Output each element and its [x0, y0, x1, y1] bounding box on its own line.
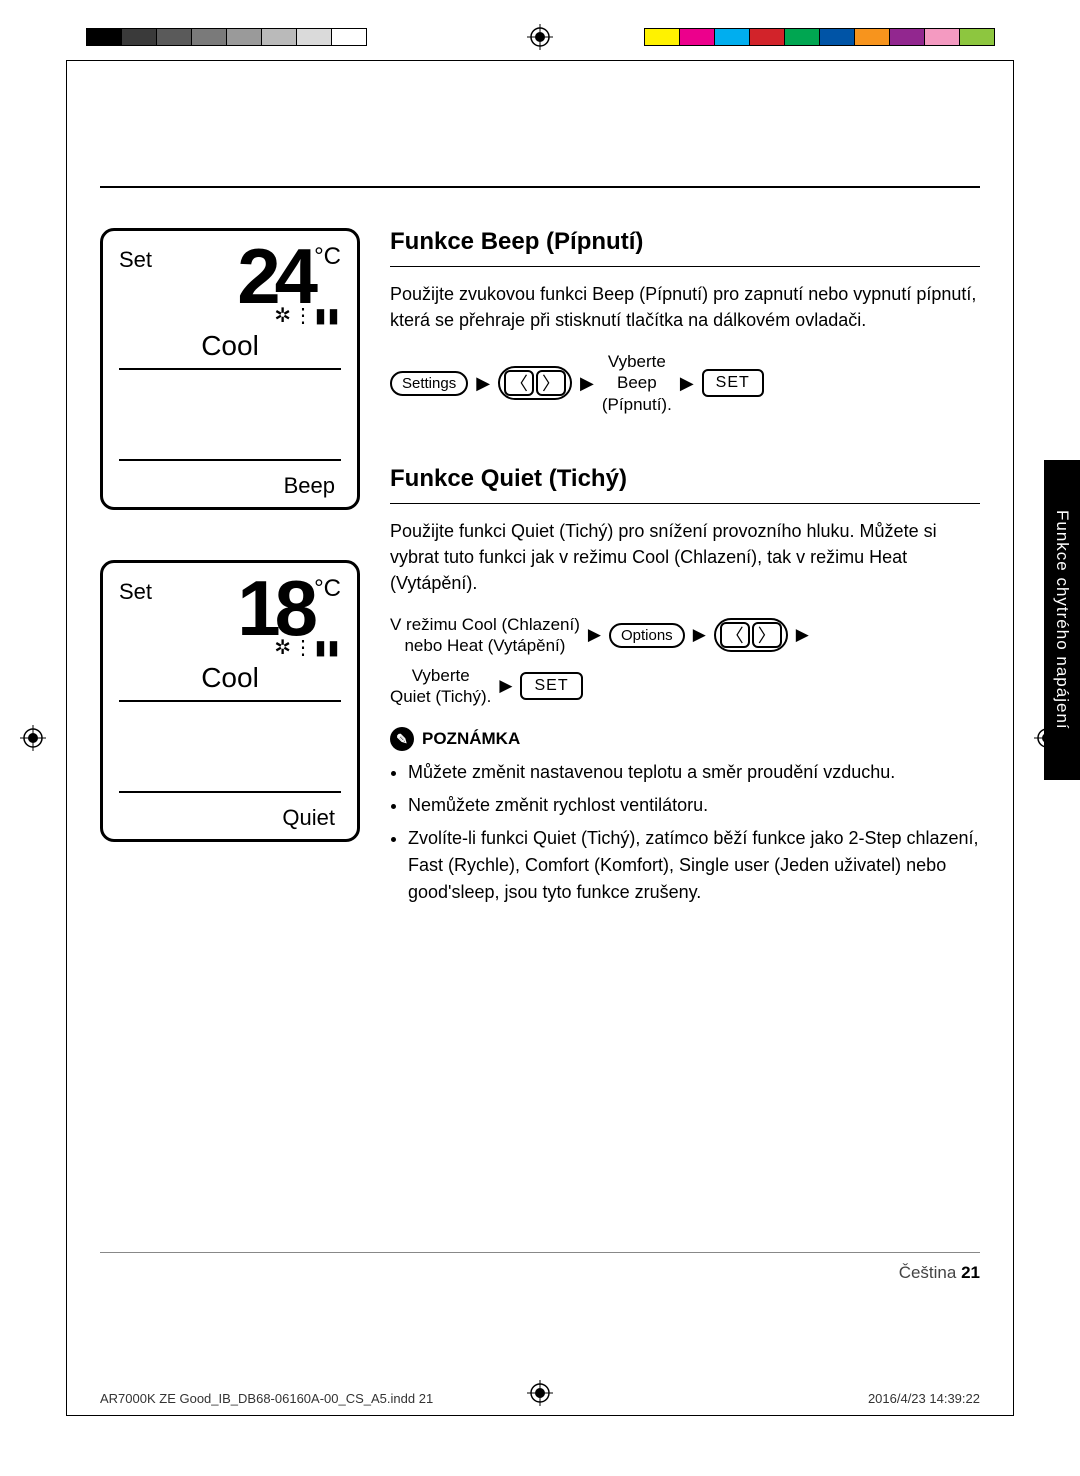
arrow-icon: ▶ — [499, 676, 512, 696]
display-fan-icon: ✲⋮▮▮ — [119, 303, 341, 328]
remote-display-quiet: Set 18 °C ✲⋮▮▮ Cool Quiet — [100, 560, 360, 842]
print-footer: AR7000K ZE Good_IB_DB68-06160A-00_CS_A5.… — [100, 1391, 980, 1406]
arrow-icon: ▶ — [796, 625, 809, 645]
note-item: Můžete změnit nastavenou teplotu a směr … — [408, 759, 980, 786]
display-function: Beep — [119, 461, 341, 499]
step-mode-text: V režimu Cool (Chlazení) nebo Heat (Vytá… — [390, 614, 580, 657]
display-unit: °C — [314, 575, 341, 603]
note-icon: ✎ — [390, 727, 414, 751]
display-set-label: Set — [119, 573, 152, 605]
note-item: Nemůžete změnit rychlost ventilátoru. — [408, 792, 980, 819]
top-rule — [100, 186, 980, 188]
arrow-icon: ▶ — [588, 625, 601, 645]
arrow-icon: ▶ — [476, 373, 490, 394]
print-colorbar-greys — [86, 28, 366, 46]
footer-language: Čeština 21 — [100, 1263, 980, 1283]
note-list: Můžete změnit nastavenou teplotu a směr … — [408, 759, 980, 906]
registration-mark-icon — [527, 24, 553, 50]
nav-buttons[interactable]: 〈 〉 — [498, 366, 572, 400]
footer-lang-text: Čeština — [899, 1263, 957, 1282]
page-content: Set 24 °C ✲⋮▮▮ Cool Beep Set 18 °C — [100, 100, 980, 1376]
arrow-icon: ▶ — [680, 373, 694, 394]
steps-quiet-row2: Vyberte Quiet (Tichý). ▶ SET — [390, 665, 980, 708]
print-colorbar-colors — [644, 28, 994, 46]
print-file-name: AR7000K ZE Good_IB_DB68-06160A-00_CS_A5.… — [100, 1391, 433, 1406]
set-button[interactable]: SET — [702, 369, 764, 397]
note-item: Zvolíte-li funkci Quiet (Tichý), zatímco… — [408, 825, 980, 906]
set-button[interactable]: SET — [520, 672, 582, 700]
note-heading: ✎ POZNÁMKA — [390, 727, 980, 751]
nav-next-button[interactable]: 〉 — [536, 370, 566, 396]
footer-rule — [100, 1252, 980, 1253]
step-select-beep: Vyberte Beep (Pípnutí). — [602, 351, 672, 415]
nav-prev-button[interactable]: 〈 — [720, 622, 750, 648]
display-mode: Cool — [119, 330, 341, 370]
display-set-label: Set — [119, 241, 152, 273]
options-button[interactable]: Options — [609, 623, 685, 648]
arrow-icon: ▶ — [580, 373, 594, 394]
footer-page-number: 21 — [961, 1263, 980, 1282]
arrow-icon: ▶ — [693, 625, 706, 645]
section-body-beep: Použijte zvukovou funkci Beep (Pípnutí) … — [390, 281, 980, 333]
note-label: POZNÁMKA — [422, 729, 520, 749]
section-body-quiet: Použijte funkci Quiet (Tichý) pro snížen… — [390, 518, 980, 596]
remote-display-beep: Set 24 °C ✲⋮▮▮ Cool Beep — [100, 228, 360, 510]
display-temperature: 24 — [237, 241, 312, 311]
nav-next-button[interactable]: 〉 — [752, 622, 782, 648]
section-heading-quiet: Funkce Quiet (Tichý) — [390, 465, 980, 504]
steps-beep: Settings ▶ 〈 〉 ▶ Vyberte Beep (Pípnutí).… — [390, 351, 980, 415]
settings-button[interactable]: Settings — [390, 371, 468, 396]
print-timestamp: 2016/4/23 14:39:22 — [868, 1391, 980, 1406]
nav-buttons[interactable]: 〈 〉 — [714, 618, 788, 652]
steps-quiet-row1: V režimu Cool (Chlazení) nebo Heat (Vytá… — [390, 614, 980, 657]
step-select-quiet: Vyberte Quiet (Tichý). — [390, 665, 491, 708]
display-temperature: 18 — [237, 573, 312, 643]
display-unit: °C — [314, 243, 341, 271]
nav-prev-button[interactable]: 〈 — [504, 370, 534, 396]
side-tab: Funkce chytrého napájení — [1044, 460, 1080, 780]
display-fan-icon: ✲⋮▮▮ — [119, 635, 341, 660]
display-function: Quiet — [119, 793, 341, 831]
display-mode: Cool — [119, 662, 341, 702]
registration-mark-icon — [20, 725, 46, 751]
section-heading-beep: Funkce Beep (Pípnutí) — [390, 228, 980, 267]
